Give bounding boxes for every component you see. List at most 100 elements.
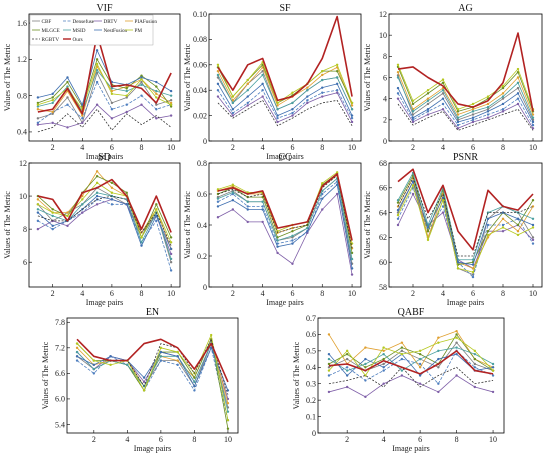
y-axis-label: Values of The Metric	[183, 191, 192, 259]
series-line-densefuse	[328, 350, 494, 385]
data-point-densefuse	[473, 366, 477, 369]
legend-entry: MSID	[73, 28, 86, 34]
chart-title: PSNR	[453, 152, 478, 163]
data-point-densefuse	[501, 108, 505, 111]
x-axis-label: Image pairs	[86, 298, 124, 307]
data-point-msid	[426, 99, 430, 102]
data-point-densefuse	[66, 103, 69, 106]
data-point-drtv	[66, 126, 69, 129]
data-point-mlgce	[110, 181, 114, 185]
data-point-piafusion	[125, 85, 128, 88]
data-point-densefuse	[426, 110, 430, 113]
data-point-mlgce	[140, 74, 143, 77]
data-point-nestfusion	[140, 76, 143, 79]
series-line-cbf	[397, 75, 534, 121]
data-point-pm	[486, 95, 490, 98]
data-point-piafusion	[321, 73, 324, 77]
y-tick-label: 8	[23, 225, 27, 234]
y-tick-label: 0.08	[193, 35, 207, 44]
data-point-mlgce	[169, 236, 173, 239]
data-point-densefuse	[486, 113, 490, 116]
data-point-drtv	[261, 220, 264, 224]
data-point-drtv	[140, 103, 143, 106]
data-point-pm	[501, 84, 505, 88]
data-point-drtv	[471, 120, 475, 124]
data-point-pm	[155, 96, 158, 99]
data-point-mlgce	[95, 58, 99, 61]
y-tick-label: 0.3	[306, 380, 316, 389]
chart-title: QABF	[398, 307, 425, 318]
data-point-msid	[531, 116, 535, 119]
data-point-nestfusion	[426, 108, 430, 111]
data-point-drtv	[382, 382, 385, 385]
data-point-msid	[36, 208, 40, 211]
data-point-piafusion	[455, 329, 458, 333]
data-point-drtv	[142, 380, 146, 384]
data-point-nestfusion	[231, 199, 235, 202]
y-tick-label: 6.6	[55, 369, 65, 378]
y-tick-label: 10	[379, 31, 387, 40]
chart-sd: SD 2 4 6 8 10 6 8 10 12 Image pairs Values of The M…	[3, 152, 181, 307]
data-point-mlgce	[66, 80, 69, 84]
x-tick-label: 6	[159, 435, 163, 444]
data-point-piafusion	[418, 366, 422, 369]
data-point-densefuse	[169, 269, 173, 272]
data-point-msid	[350, 257, 354, 261]
y-tick-label: 0	[312, 429, 316, 438]
data-point-nestfusion	[169, 89, 173, 93]
y-tick-label: 0.02	[193, 111, 207, 120]
x-axis-label: Image pairs	[134, 444, 172, 453]
data-point-pm	[226, 419, 230, 422]
data-point-drtv	[216, 216, 220, 219]
data-point-pm	[501, 226, 505, 229]
chart-qabf: QABF 2 4 6 8 10 0 0.1 0.2 0.3 0.4 0.5 0.6 0.7 Image pa…	[292, 307, 505, 453]
data-point-pm	[176, 350, 179, 354]
data-point-nestfusion	[345, 374, 349, 377]
chart-vif: VIF 2 4 6 8 10 0.4 0.8 1.2 1.6 Image pairs Values o…	[3, 3, 181, 161]
data-point-piafusion	[216, 69, 220, 73]
data-point-drtv	[335, 192, 339, 196]
data-point-pm	[291, 91, 294, 94]
y-tick-label: 0.5	[306, 347, 316, 356]
data-point-nestfusion	[276, 114, 279, 117]
data-point-nestfusion	[411, 180, 415, 183]
x-tick-label: 6	[110, 289, 114, 298]
data-point-densefuse	[321, 91, 324, 94]
data-point-drtv	[231, 208, 235, 211]
data-point-piafusion	[66, 211, 69, 214]
data-point-piafusion	[471, 108, 475, 111]
data-point-piafusion	[176, 359, 179, 362]
data-point-densefuse	[36, 219, 40, 223]
data-point-nestfusion	[491, 366, 495, 369]
data-point-msid	[471, 110, 475, 113]
data-point-nestfusion	[125, 203, 128, 206]
y-tick-label: 0.6	[197, 190, 207, 199]
x-tick-label: 2	[51, 143, 55, 152]
data-point-densefuse	[231, 111, 235, 115]
y-tick-label: 0	[203, 283, 207, 292]
data-point-nestfusion	[246, 95, 249, 98]
y-tick-label: 66	[379, 184, 387, 193]
data-point-pm	[51, 98, 54, 102]
y-axis-label: Values of The Metric	[183, 43, 192, 111]
data-point-drtv	[455, 374, 458, 377]
y-tick-label: 0.2	[306, 396, 316, 405]
data-point-drtv	[36, 123, 40, 126]
data-point-nestfusion	[321, 86, 324, 89]
data-point-mlgce	[426, 92, 430, 95]
data-point-nestfusion	[501, 211, 505, 214]
data-point-piafusion	[306, 86, 309, 89]
data-point-mlgce	[531, 199, 535, 202]
legend-entry: Densefuse	[73, 18, 95, 25]
data-point-msid	[396, 199, 400, 202]
data-point-nestfusion	[350, 267, 354, 270]
data-point-densefuse	[36, 121, 40, 125]
y-tick-label: 60	[379, 258, 387, 267]
data-point-drtv	[441, 211, 445, 214]
data-point-densefuse	[531, 123, 535, 127]
legend-entry: Ours	[73, 37, 83, 43]
x-tick-label: 10	[348, 143, 356, 152]
x-tick-label: 4	[125, 435, 129, 444]
x-tick-label: 10	[167, 143, 175, 152]
data-point-densefuse	[441, 205, 445, 208]
